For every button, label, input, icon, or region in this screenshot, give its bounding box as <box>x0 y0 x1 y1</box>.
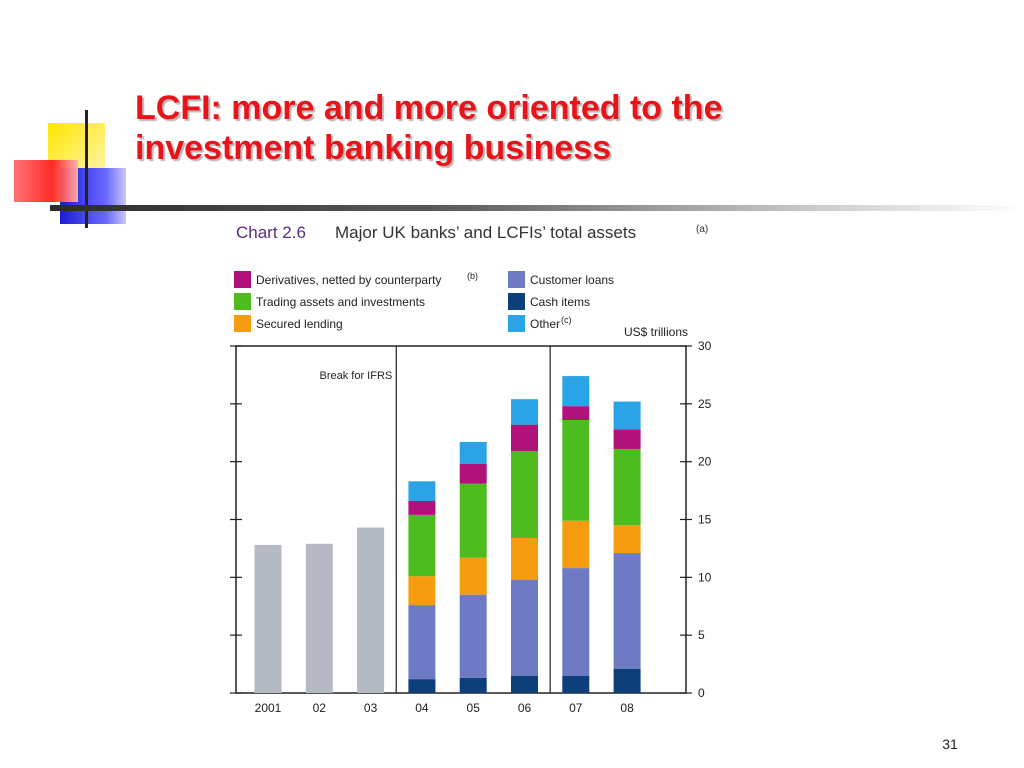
bar-trading-assets-and-investments-07 <box>562 420 590 521</box>
y-tick-label-25: 25 <box>698 397 712 411</box>
bar-cash-items-04 <box>408 679 436 693</box>
bar-derivatives-netted-by-counterparty-08 <box>613 429 641 449</box>
legend-swatch-derivatives-netted-by-counterparty <box>234 271 251 288</box>
y-tick-label-0: 0 <box>698 686 705 700</box>
x-tick-label-04: 04 <box>415 701 429 715</box>
bar-trading-assets-and-investments-05 <box>459 483 487 558</box>
y-axis-label: US$ trillions <box>624 325 688 339</box>
bar-other-07 <box>562 376 590 407</box>
legend-label-cash-items: Cash items <box>530 295 590 309</box>
bar-trading-assets-and-investments-04 <box>408 514 436 577</box>
bar-trading-assets-and-investments-06 <box>511 451 538 539</box>
bar-other-05 <box>459 442 487 464</box>
decor-red-square <box>14 160 78 202</box>
legend-swatch-cash-items <box>508 293 525 310</box>
page-number: 31 <box>942 736 958 752</box>
legend-label-other: Other <box>530 317 560 331</box>
legend-swatch-trading-assets-and-investments <box>234 293 251 310</box>
bar-secured-lending-05 <box>459 557 487 595</box>
slide-title: LCFI: more and more oriented to the inve… <box>135 89 723 167</box>
x-tick-label-2001: 2001 <box>255 701 282 715</box>
x-tick-label-08: 08 <box>620 701 634 715</box>
bar-other-06 <box>511 399 538 425</box>
legend-swatch-other <box>508 315 525 332</box>
x-tick-label-06: 06 <box>518 701 532 715</box>
bar-other-08 <box>613 401 641 430</box>
bar-total-03 <box>357 527 385 693</box>
bar-cash-items-08 <box>613 668 641 693</box>
chart-container: Chart 2.6 Major UK banks’ and LCFIs’ tota… <box>226 214 726 724</box>
decor-vertical-line <box>85 110 88 228</box>
bar-total-02 <box>305 543 333 693</box>
bar-customer-loans-08 <box>613 553 641 669</box>
bar-secured-lending-08 <box>613 525 641 554</box>
bar-secured-lending-06 <box>511 538 538 580</box>
chart-svg: Chart 2.6 Major UK banks’ and LCFIs’ tota… <box>230 223 712 715</box>
y-tick-label-15: 15 <box>698 513 712 527</box>
legend-swatch-customer-loans <box>508 271 525 288</box>
bar-customer-loans-05 <box>459 594 487 678</box>
chart-title: Major UK banks’ and LCFIs’ total assets <box>335 223 636 242</box>
legend-note-other: (c) <box>561 315 572 325</box>
title-underline-bar <box>50 205 1024 211</box>
x-tick-label-05: 05 <box>467 701 481 715</box>
bar-derivatives-netted-by-counterparty-05 <box>459 463 487 484</box>
y-tick-label-10: 10 <box>698 570 712 584</box>
bar-cash-items-05 <box>459 677 487 693</box>
legend-label-secured-lending: Secured lending <box>256 317 343 331</box>
legend-label-derivatives-netted-by-counterparty: Derivatives, netted by counterparty <box>256 273 441 287</box>
bar-derivatives-netted-by-counterparty-04 <box>408 500 436 515</box>
bar-customer-loans-06 <box>511 579 538 676</box>
legend-label-customer-loans: Customer loans <box>530 273 614 287</box>
bar-customer-loans-07 <box>562 568 590 676</box>
bar-cash-items-07 <box>562 675 590 693</box>
bar-secured-lending-07 <box>562 520 590 569</box>
bar-cash-items-06 <box>511 675 538 693</box>
bar-secured-lending-04 <box>408 576 436 606</box>
legend-swatch-secured-lending <box>234 315 251 332</box>
y-tick-label-20: 20 <box>698 455 712 469</box>
annotation-break-for-ifrs: Break for IFRS <box>320 370 393 382</box>
y-tick-label-30: 30 <box>698 339 712 353</box>
legend-label-trading-assets-and-investments: Trading assets and investments <box>256 295 425 309</box>
bar-trading-assets-and-investments-08 <box>613 448 641 526</box>
bar-derivatives-netted-by-counterparty-06 <box>511 424 538 452</box>
bar-other-04 <box>408 481 436 501</box>
chart-title-note: (a) <box>696 224 708 235</box>
bar-customer-loans-04 <box>408 605 436 680</box>
y-tick-label-5: 5 <box>698 628 705 642</box>
x-tick-label-02: 02 <box>313 701 327 715</box>
bar-total-2001 <box>254 544 282 693</box>
bar-derivatives-netted-by-counterparty-07 <box>562 406 590 421</box>
chart-label: Chart 2.6 <box>236 223 306 242</box>
x-tick-label-07: 07 <box>569 701 583 715</box>
legend-note-derivatives-netted-by-counterparty: (b) <box>467 271 478 281</box>
x-tick-label-03: 03 <box>364 701 378 715</box>
